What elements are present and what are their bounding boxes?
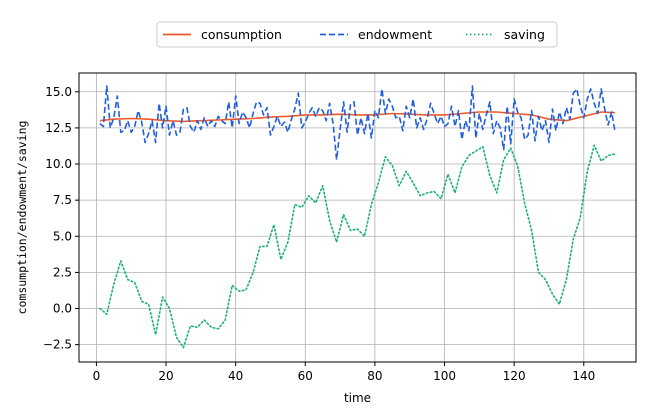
y-tick-label: 7.5 (53, 193, 72, 207)
y-tick-label: 15.0 (45, 85, 72, 99)
y-tick-label: 12.5 (45, 121, 72, 135)
x-tick-label: 120 (503, 369, 526, 383)
x-tick-label: 40 (228, 369, 243, 383)
x-tick-label: 0 (93, 369, 101, 383)
legend: consumption endowment saving (156, 21, 558, 48)
plot-frame (78, 72, 637, 363)
x-tick-label: 80 (367, 369, 382, 383)
x-tick-label: 20 (158, 369, 173, 383)
series-line-endowment (99, 85, 616, 161)
y-tick-label: 10.0 (45, 157, 72, 171)
y-tick-label: −2.5 (43, 338, 72, 352)
legend-box (156, 21, 558, 48)
x-tick-label: 60 (298, 369, 313, 383)
axis-ticks: 0 20 40 60 80 100 120 140 −2.5 0.0 2.5 5.0 7.5 10.0 12… (43, 85, 595, 383)
series-line-saving (99, 144, 616, 349)
x-tick-label: 100 (433, 369, 456, 383)
series-layer (99, 85, 616, 349)
x-axis-label: time (344, 391, 371, 405)
y-tick-label: 2.5 (53, 265, 72, 279)
y-tick-label: 5.0 (53, 229, 72, 243)
y-axis-label: comsumption/endowment/saving (15, 121, 29, 315)
legend-label-endowment: endowment (358, 27, 432, 42)
legend-label-saving: saving (504, 27, 545, 42)
y-tick-label: 0.0 (53, 302, 72, 316)
legend-label-consumption: consumption (201, 27, 282, 42)
x-tick-label: 140 (572, 369, 595, 383)
